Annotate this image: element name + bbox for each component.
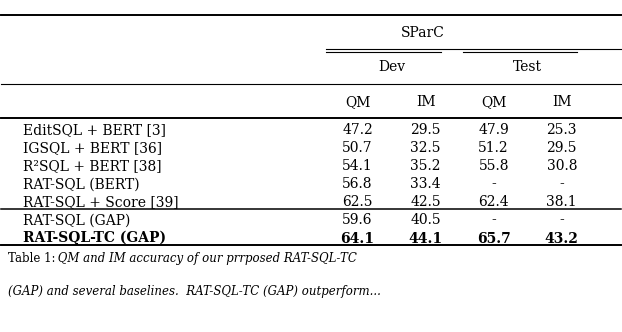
Text: 43.2: 43.2 — [545, 231, 578, 245]
Text: IM: IM — [552, 95, 572, 109]
Text: 65.7: 65.7 — [477, 231, 511, 245]
Text: IGSQL + BERT [36]: IGSQL + BERT [36] — [23, 141, 162, 155]
Text: QM and IM accuracy of our prrposed RAT-SQL-TC: QM and IM accuracy of our prrposed RAT-S… — [54, 252, 357, 265]
Text: -: - — [491, 213, 496, 227]
Text: (GAP) and several baselines.  RAT-SQL-TC (GAP) outperform...: (GAP) and several baselines. RAT-SQL-TC … — [7, 285, 381, 297]
Text: 50.7: 50.7 — [342, 141, 373, 155]
Text: 64.1: 64.1 — [340, 231, 374, 245]
Text: -: - — [559, 177, 564, 191]
Text: RAT-SQL (GAP): RAT-SQL (GAP) — [23, 213, 131, 227]
Text: Table 1:: Table 1: — [7, 252, 59, 265]
Text: 54.1: 54.1 — [342, 159, 373, 173]
Text: Test: Test — [513, 60, 542, 74]
Text: QM: QM — [481, 95, 506, 109]
Text: 59.6: 59.6 — [342, 213, 373, 227]
Text: -: - — [491, 177, 496, 191]
Text: IM: IM — [415, 95, 435, 109]
Text: RAT-SQL (BERT): RAT-SQL (BERT) — [23, 177, 140, 191]
Text: -: - — [559, 213, 564, 227]
Text: 47.9: 47.9 — [478, 123, 509, 137]
Text: 47.2: 47.2 — [342, 123, 373, 137]
Text: 55.8: 55.8 — [478, 159, 509, 173]
Text: 25.3: 25.3 — [547, 123, 577, 137]
Text: QM: QM — [345, 95, 370, 109]
Text: SParC: SParC — [401, 26, 444, 40]
Text: 29.5: 29.5 — [411, 123, 441, 137]
Text: 42.5: 42.5 — [411, 195, 441, 209]
Text: 29.5: 29.5 — [547, 141, 577, 155]
Text: 62.4: 62.4 — [478, 195, 509, 209]
Text: 38.1: 38.1 — [547, 195, 577, 209]
Text: 44.1: 44.1 — [409, 231, 443, 245]
Text: 32.5: 32.5 — [411, 141, 441, 155]
Text: 51.2: 51.2 — [478, 141, 509, 155]
Text: EditSQL + BERT [3]: EditSQL + BERT [3] — [23, 123, 166, 137]
Text: R²SQL + BERT [38]: R²SQL + BERT [38] — [23, 159, 162, 173]
Text: 30.8: 30.8 — [547, 159, 577, 173]
Text: RAT-SQL-TC (GAP): RAT-SQL-TC (GAP) — [23, 231, 166, 246]
Text: 35.2: 35.2 — [411, 159, 441, 173]
Text: 40.5: 40.5 — [411, 213, 441, 227]
Text: 62.5: 62.5 — [342, 195, 373, 209]
Text: RAT-SQL + Score [39]: RAT-SQL + Score [39] — [23, 195, 179, 209]
Text: 33.4: 33.4 — [411, 177, 441, 191]
Text: 56.8: 56.8 — [342, 177, 373, 191]
Text: Dev: Dev — [378, 60, 405, 74]
